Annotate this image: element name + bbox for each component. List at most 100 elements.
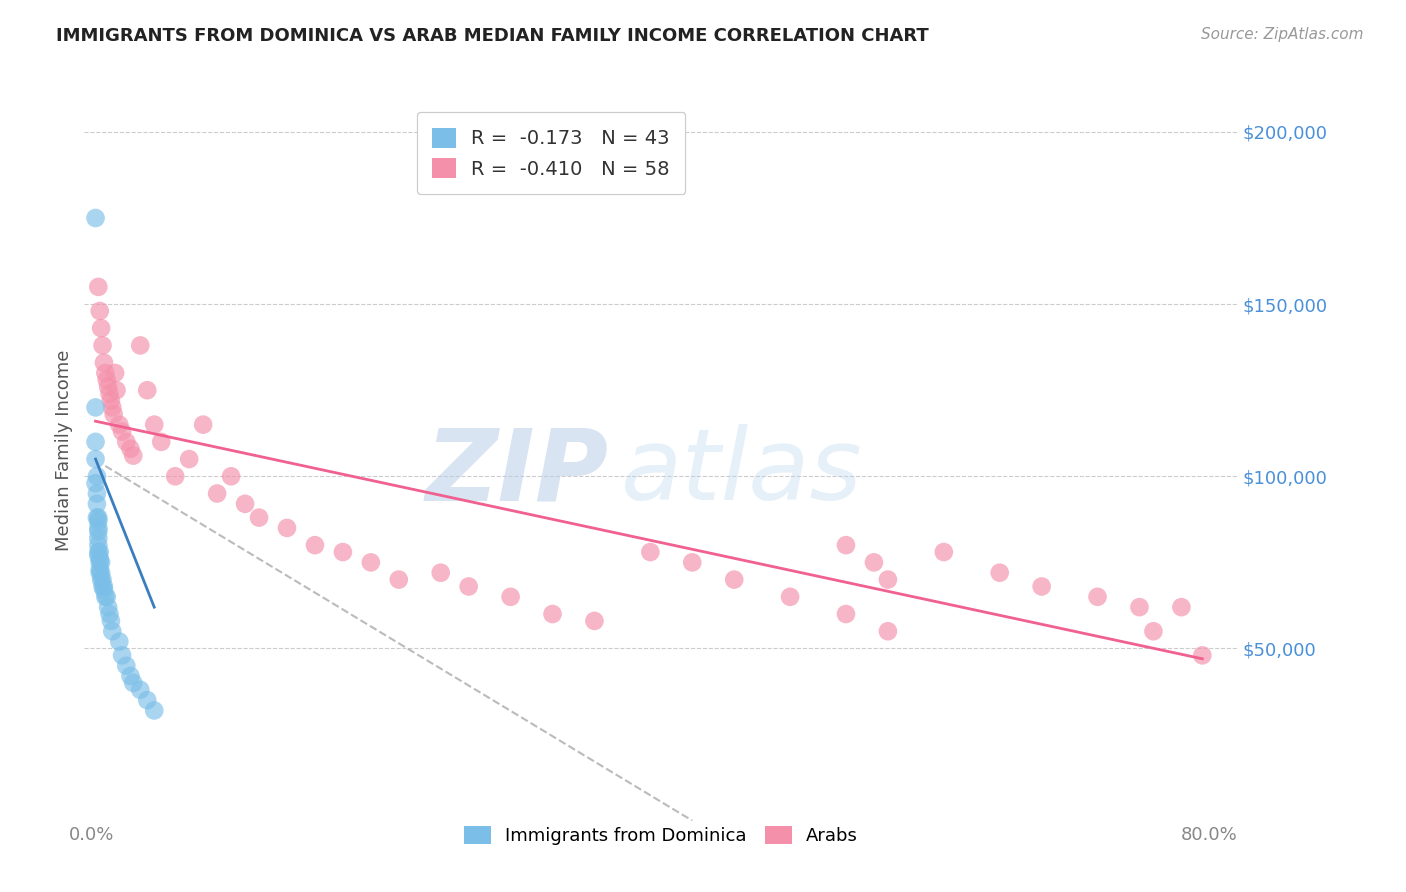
Point [89, 545, 111, 559]
Point [96, 373, 118, 387]
Point [87, 549, 110, 563]
Point [86, 486, 108, 500]
Point [360, 555, 382, 569]
Text: Source: ZipAtlas.com: Source: ZipAtlas.com [1201, 27, 1364, 42]
Point [100, 393, 122, 408]
Point [108, 634, 131, 648]
Point [115, 658, 138, 673]
Point [120, 669, 142, 683]
Point [111, 648, 134, 663]
Point [863, 555, 886, 569]
Point [129, 682, 152, 697]
Point [388, 573, 411, 587]
Point [93, 356, 115, 370]
Point [191, 417, 214, 432]
Point [233, 497, 256, 511]
Text: atlas: atlas [620, 425, 862, 521]
Point [835, 607, 858, 621]
Point [87, 521, 110, 535]
Point [90, 555, 112, 569]
Point [105, 383, 128, 397]
Point [89, 555, 111, 569]
Point [100, 614, 122, 628]
Point [90, 566, 112, 580]
Point [87, 280, 110, 294]
Text: IMMIGRANTS FROM DOMINICA VS ARAB MEDIAN FAMILY INCOME CORRELATION CHART: IMMIGRANTS FROM DOMINICA VS ARAB MEDIAN … [56, 27, 929, 45]
Point [640, 545, 662, 559]
Point [91, 579, 114, 593]
Point [111, 425, 134, 439]
Point [179, 452, 201, 467]
Point [87, 524, 110, 539]
Point [84, 452, 107, 467]
Point [86, 497, 108, 511]
Point [97, 600, 120, 615]
Point [143, 417, 166, 432]
Point [115, 434, 138, 449]
Point [101, 401, 124, 415]
Point [988, 566, 1011, 580]
Point [129, 338, 152, 352]
Point [103, 407, 125, 421]
Point [499, 590, 522, 604]
Point [276, 521, 298, 535]
Point [87, 531, 110, 545]
Point [932, 545, 955, 559]
Point [122, 676, 145, 690]
Point [91, 338, 114, 352]
Point [89, 566, 111, 580]
Point [87, 510, 110, 524]
Point [1170, 600, 1192, 615]
Point [122, 449, 145, 463]
Point [84, 211, 107, 225]
Point [87, 545, 110, 559]
Point [90, 321, 112, 335]
Point [1087, 590, 1109, 604]
Point [541, 607, 564, 621]
Point [205, 486, 228, 500]
Point [87, 538, 110, 552]
Point [120, 442, 142, 456]
Point [89, 304, 111, 318]
Point [86, 510, 108, 524]
Point [1142, 624, 1164, 639]
Point [89, 552, 111, 566]
Point [96, 590, 118, 604]
Point [247, 510, 270, 524]
Point [219, 469, 242, 483]
Point [93, 582, 115, 597]
Point [877, 573, 900, 587]
Point [84, 476, 107, 491]
Point [104, 366, 127, 380]
Point [1031, 579, 1053, 593]
Point [681, 555, 703, 569]
Point [583, 614, 606, 628]
Point [90, 573, 112, 587]
Text: ZIP: ZIP [426, 425, 609, 521]
Point [143, 703, 166, 717]
Point [136, 693, 159, 707]
Point [429, 566, 451, 580]
Point [304, 538, 326, 552]
Point [94, 366, 117, 380]
Legend: Immigrants from Dominica, Arabs: Immigrants from Dominica, Arabs [457, 819, 865, 853]
Point [1128, 600, 1150, 615]
Point [84, 434, 107, 449]
Point [84, 401, 107, 415]
Point [835, 538, 858, 552]
Point [93, 579, 115, 593]
Point [97, 380, 120, 394]
Point [98, 386, 121, 401]
Point [98, 607, 121, 621]
Point [136, 383, 159, 397]
Point [108, 417, 131, 432]
Point [779, 590, 801, 604]
Point [87, 514, 110, 528]
Point [86, 469, 108, 483]
Point [94, 590, 117, 604]
Point [457, 579, 479, 593]
Point [877, 624, 900, 639]
Point [723, 573, 745, 587]
Point [91, 573, 114, 587]
Y-axis label: Median Family Income: Median Family Income [55, 350, 73, 551]
